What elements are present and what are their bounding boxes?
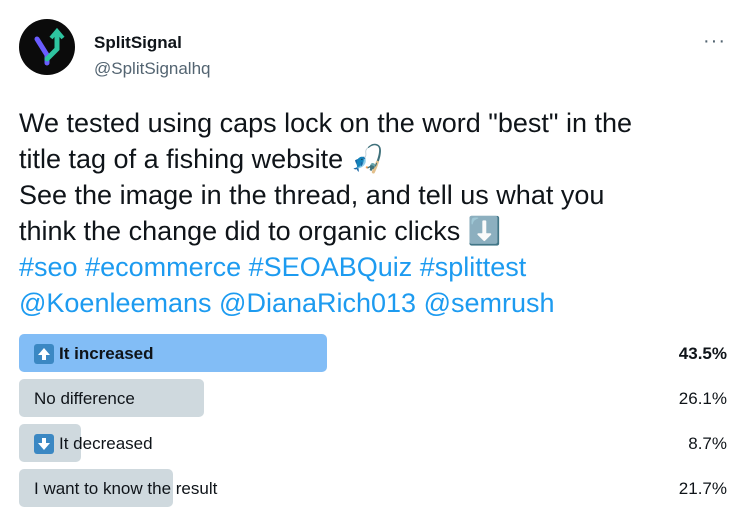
mentions: @Koenleemans @DianaRich013 @semrush [19,285,632,321]
hashtag[interactable]: #splittest [419,252,527,282]
mention[interactable]: @Koenleemans [19,288,212,318]
hashtag[interactable]: #ecommerce [85,252,242,282]
poll-percent: 43.5% [678,344,727,363]
hashtag[interactable]: #seo [19,252,78,282]
poll-percent: 8.7% [688,434,727,453]
tweet-text: We tested using caps lock on the word "b… [19,105,632,321]
poll-percent: 26.1% [678,389,727,408]
avatar[interactable] [19,19,75,75]
poll-bar [19,334,327,372]
author-name[interactable]: SplitSignal [94,33,182,52]
poll: It increased 43.5% No difference 26.1% It de… [19,334,727,514]
poll-label: I want to know the result [34,479,217,499]
more-menu[interactable]: ··· [703,30,726,52]
poll-bar [19,379,204,417]
poll-label-text: It increased [59,344,154,363]
arrow-icon [34,344,54,364]
poll-label: It decreased [34,434,153,454]
poll-option: It decreased 8.7% [19,424,727,462]
text-line: think the change did to organic clicks ⬇… [19,216,502,246]
poll-label-text: I want to know the result [34,479,218,498]
arrow-icon [34,434,54,454]
poll-option: It increased 43.5% [19,334,727,372]
author-handle[interactable]: @SplitSignalhq [94,59,211,78]
poll-option: I want to know the result 21.7% [19,469,727,507]
poll-label: It increased [34,344,154,364]
poll-label: No difference [34,389,135,409]
text-line: See the image in the thread, and tell us… [19,180,605,210]
tweet-lines: We tested using caps lock on the word "b… [19,105,632,249]
text-line: We tested using caps lock on the word "b… [19,108,633,138]
mention[interactable]: @DianaRich013 [219,288,417,318]
text-line: title tag of a fishing website 🎣 [19,144,385,174]
hashtag[interactable]: #SEOABQuiz [248,252,413,282]
mention[interactable]: @semrush [423,288,555,318]
poll-bar [19,469,173,507]
poll-label-text: No difference [34,389,135,408]
poll-option: No difference 26.1% [19,379,727,417]
hashtags: #seo #ecommerce #SEOABQuiz #splittest [19,249,632,285]
poll-percent: 21.7% [678,479,727,498]
poll-label-text: It decreased [59,434,153,453]
